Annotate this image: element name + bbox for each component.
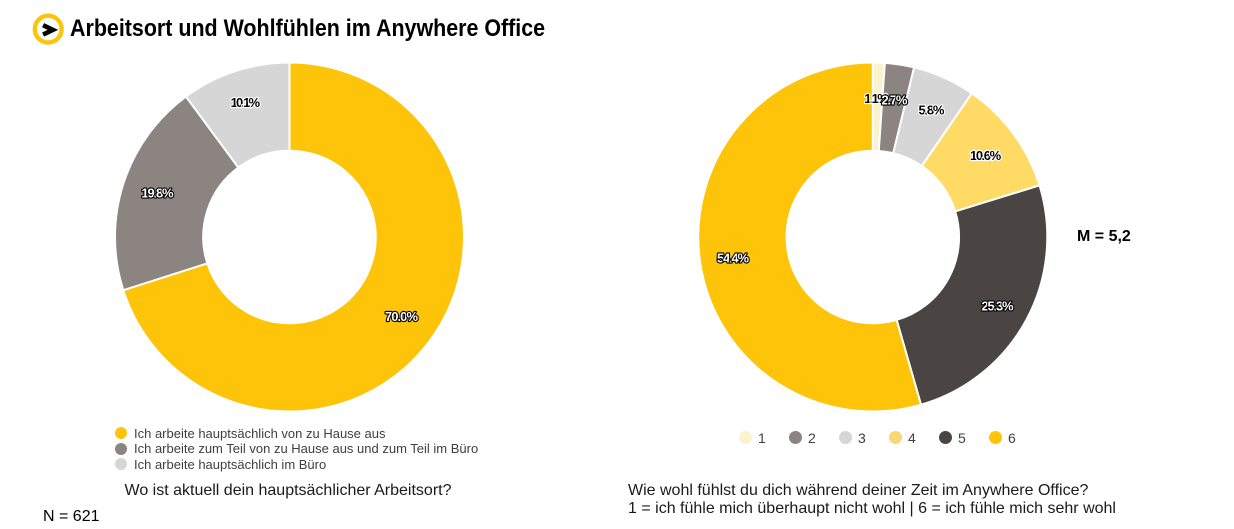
svg-text:5.8%: 5.8%: [919, 102, 945, 117]
svg-text:10.1%: 10.1%: [231, 95, 261, 110]
svg-text:25.3%: 25.3%: [981, 298, 1014, 313]
svg-text:1.1%: 1.1%: [864, 91, 889, 106]
svg-text:54.4%: 54.4%: [717, 251, 750, 266]
svg-text:10.6%: 10.6%: [970, 148, 1002, 163]
svg-text:70.0%: 70.0%: [385, 309, 418, 324]
svg-text:19.8%: 19.8%: [141, 186, 174, 201]
svg-text:2.7%: 2.7%: [882, 93, 908, 108]
